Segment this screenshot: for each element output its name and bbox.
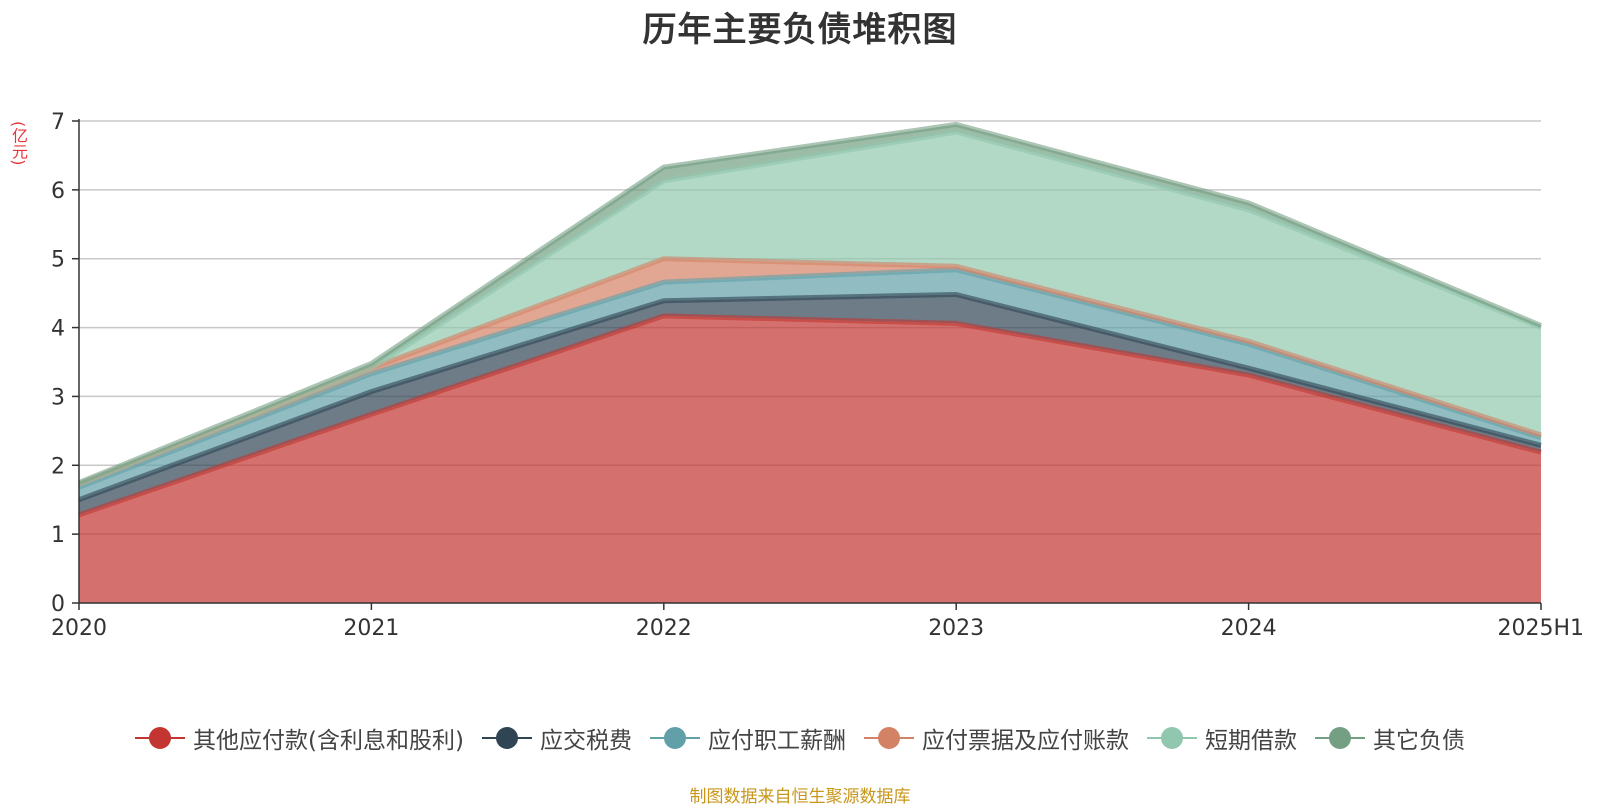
area-series-1 xyxy=(79,315,1541,603)
chart-title: 历年主要负债堆积图 xyxy=(642,10,958,50)
x-tick-label: 2024 xyxy=(1221,616,1277,641)
source-note: 制图数据来自恒生聚源数据库 xyxy=(689,787,911,807)
y-tick-label: 6 xyxy=(51,179,65,204)
legend-marker-icon xyxy=(1314,725,1365,751)
series-line-6 xyxy=(78,121,1542,485)
legend-item[interactable]: 其他应付款(含利息和股利) xyxy=(135,721,464,755)
x-tick-label: 2021 xyxy=(343,616,399,641)
legend-item[interactable]: 应交税费 xyxy=(481,721,632,755)
x-tick-label: 2025H1 xyxy=(1497,616,1584,641)
y-tick-label: 3 xyxy=(51,385,65,410)
legend-label: 应付票据及应付账款 xyxy=(921,728,1129,754)
area-series-5 xyxy=(79,132,1541,484)
legend-marker-icon xyxy=(135,725,186,751)
y-tick-label: 4 xyxy=(51,317,65,342)
legend: 其他应付款(含利息和股利) 应交税费 应付职工薪酬 应付票据及应付账款 短期借款 其它负债 xyxy=(0,720,1600,756)
y-tick-label: 0 xyxy=(51,592,65,617)
legend-item[interactable]: 其它负债 xyxy=(1314,721,1465,755)
x-tick-label: 2022 xyxy=(636,616,692,641)
area-series-2 xyxy=(79,294,1541,515)
legend-label: 短期借款 xyxy=(1204,728,1297,754)
y-tick-label: 1 xyxy=(51,523,65,548)
legend-marker-icon xyxy=(649,725,700,751)
stacked-area-chart: 0 1 2 3 4 5 6 7 2020 2021 2022 2023 2024 2025H1 xyxy=(51,110,1584,641)
y-tick-label: 7 xyxy=(51,110,65,135)
legend-label: 其它负债 xyxy=(1372,728,1465,754)
legend-item[interactable]: 应付职工薪酬 xyxy=(649,721,846,755)
y-axis-unit-label: (亿元) xyxy=(9,121,28,166)
legend-item[interactable]: 应付票据及应付账款 xyxy=(863,721,1129,755)
series-line-2 xyxy=(78,292,1542,503)
legend-label: 应付职工薪酬 xyxy=(707,728,846,754)
legend-marker-icon xyxy=(1146,725,1197,751)
x-tick-label: 2020 xyxy=(51,616,107,641)
y-tick-label: 5 xyxy=(51,248,65,273)
legend-marker-icon xyxy=(481,725,532,751)
x-tick-label: 2023 xyxy=(928,616,984,641)
y-tick-label: 2 xyxy=(51,454,65,479)
axes: 0 1 2 3 4 5 6 7 2020 2021 2022 2023 2024 2025H1 xyxy=(51,110,1584,641)
legend-label: 应交税费 xyxy=(539,728,632,754)
series-line-3 xyxy=(78,267,1542,490)
legend-marker-icon xyxy=(863,725,914,751)
series-line-5 xyxy=(78,129,1542,487)
series-line-1 xyxy=(78,313,1542,518)
legend-label: 其他应付款(含利息和股利) xyxy=(193,728,464,754)
legend-item[interactable]: 短期借款 xyxy=(1146,721,1297,755)
series-top-lines xyxy=(78,121,1542,518)
